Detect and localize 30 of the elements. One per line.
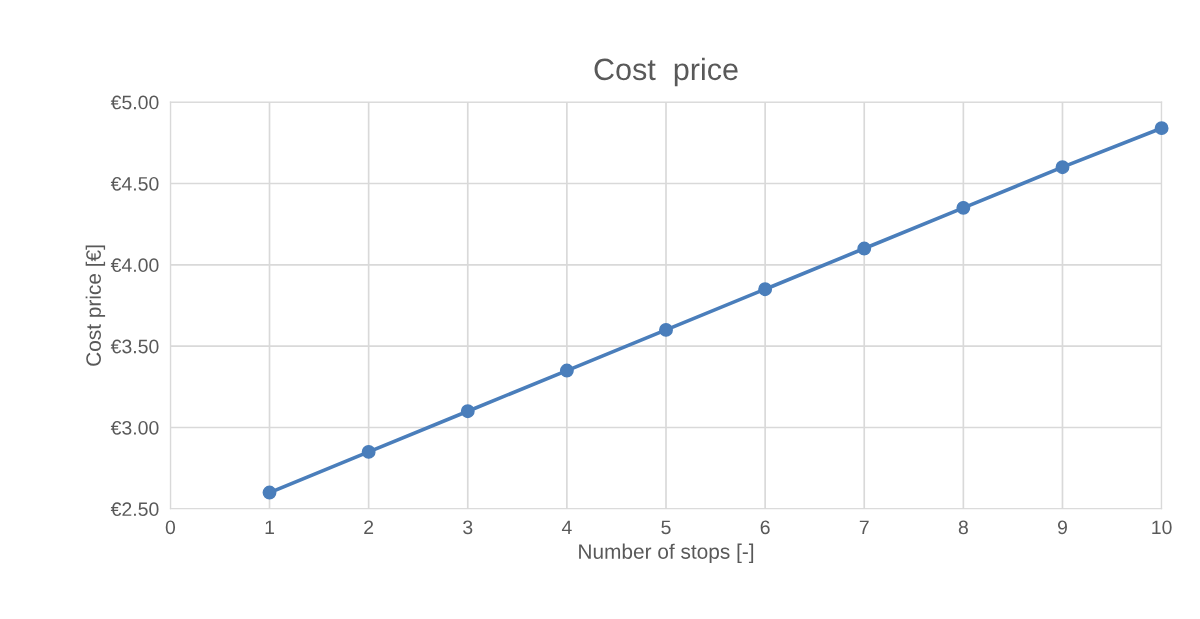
x-tick-label: 10 [1152,520,1172,535]
x-tick-label: 7 [859,520,869,535]
point [262,485,277,500]
x-axis-title: Number of stops [-] [579,543,754,564]
point [460,404,475,419]
x-tick-label: 6 [760,520,770,535]
point [659,322,673,337]
x-tick-label: 9 [1057,520,1067,535]
point [857,241,872,256]
y-tick-label: €3.00 [110,420,159,435]
y-axis-title: Cost price [€] [85,245,106,366]
y-tick-label: €4.50 [110,176,159,191]
x-tick-label: 5 [661,520,671,535]
point [956,200,971,215]
point [361,444,376,459]
x-tick-label: 3 [463,520,473,535]
y-tick-label: €5.00 [110,95,159,110]
y-tick-label: €4.00 [110,258,159,273]
point [1154,121,1169,136]
y-tick-label: €3.50 [110,339,159,354]
y-tick-label: €2.50 [110,502,159,517]
x-tick-label: 0 [165,520,176,535]
x-tick-label: 8 [958,520,968,535]
x-tick-label: 4 [561,520,572,535]
x-tick-label: 1 [265,520,274,535]
point [758,282,773,297]
point [1055,160,1070,175]
chart-title: Cost price [594,57,738,87]
point [559,363,574,378]
x-tick-label: 2 [364,520,374,535]
